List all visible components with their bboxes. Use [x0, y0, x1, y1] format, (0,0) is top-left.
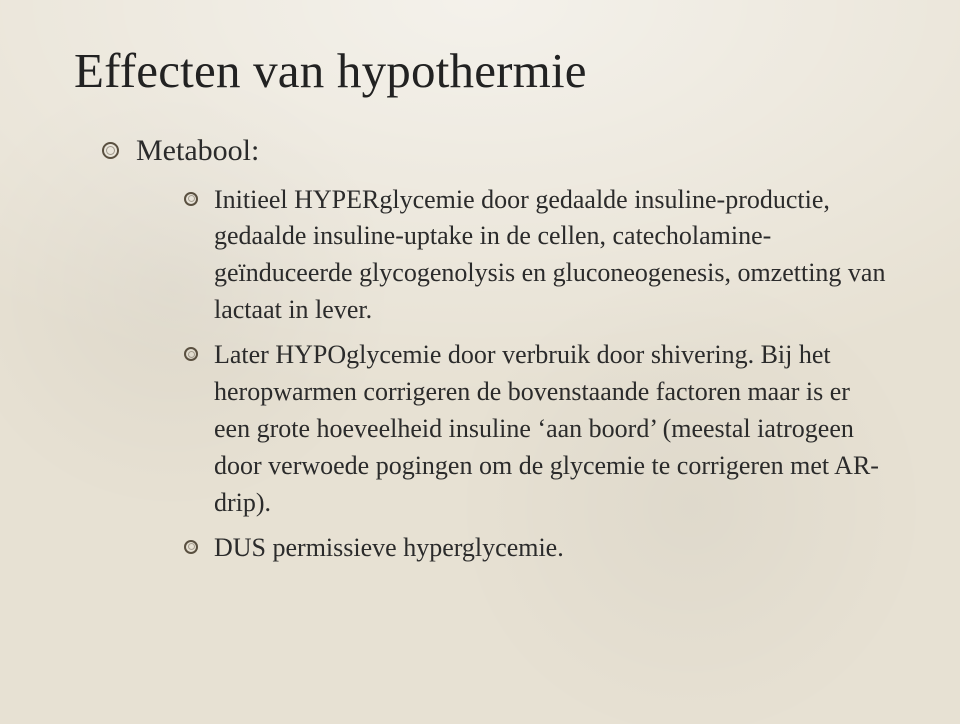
list-item: Metabool: Initieel HYPERglycemie door ge… [102, 131, 886, 567]
list-item: Initieel HYPERglycemie door gedaalde ins… [184, 182, 886, 330]
list-item-text: DUS permissieve hyperglycemie. [214, 533, 564, 562]
bullet-icon [102, 142, 119, 159]
list-item-text: Initieel HYPERglycemie door gedaalde ins… [214, 185, 885, 325]
slide: Effecten van hypothermie Metabool: Initi… [0, 0, 960, 724]
list-item: Later HYPOglycemie door verbruik door sh… [184, 337, 886, 522]
bullet-icon [184, 540, 198, 554]
list-item-text: Later HYPOglycemie door verbruik door sh… [214, 340, 879, 517]
bullet-icon [184, 347, 198, 361]
bullet-list-level1: Metabool: Initieel HYPERglycemie door ge… [74, 131, 886, 567]
list-item-text: Metabool: [136, 134, 259, 167]
list-item: DUS permissieve hyperglycemie. [184, 530, 886, 567]
bullet-list-level2: Initieel HYPERglycemie door gedaalde ins… [136, 182, 886, 567]
slide-title: Effecten van hypothermie [74, 42, 886, 99]
bullet-icon [184, 192, 198, 206]
